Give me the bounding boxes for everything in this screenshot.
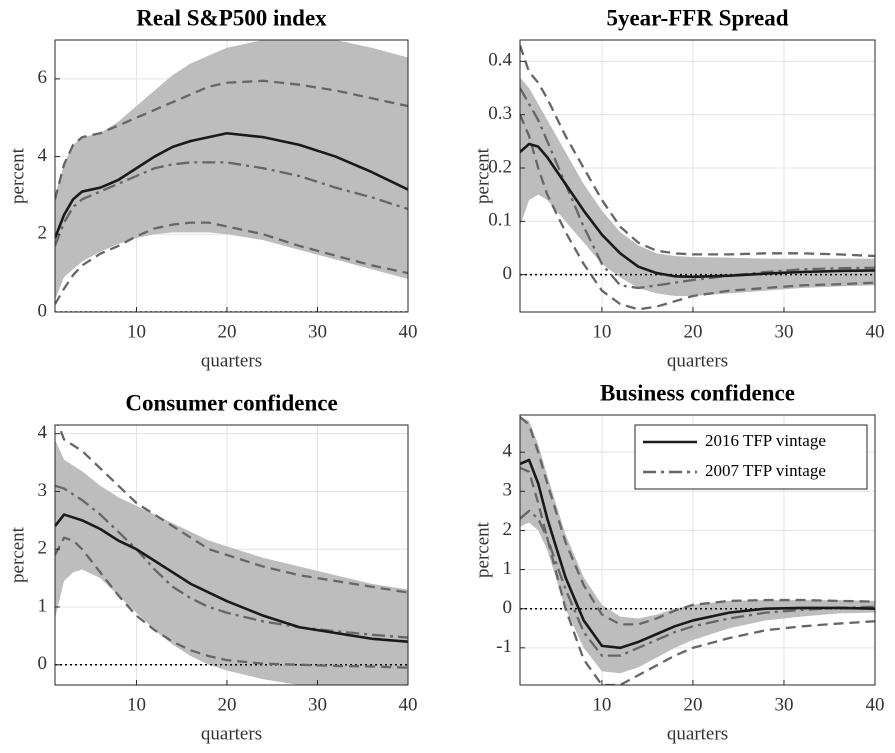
axes-box [519,414,876,686]
x-tick-label: 40 [399,321,418,342]
y-tick-label: 0.4 [488,50,512,71]
y-tick-label: 4 [503,441,513,462]
y-tick-label: -1 [496,636,512,657]
series-line [520,509,875,657]
y-tick-label: 2 [503,519,513,540]
axes-box [54,424,409,686]
x-axis-label: quarters [201,350,262,371]
confidence-band [520,77,875,296]
x-tick-label: 10 [127,694,146,715]
y-tick-label: 0 [38,653,48,674]
y-axis-label: percent [472,521,493,578]
x-tick-label: 20 [683,321,702,342]
series-line [57,425,408,594]
y-tick-label: 6 [38,67,48,88]
series-line [520,466,875,685]
legend-label: 2016 TFP vintage [705,431,826,450]
x-tick-label: 10 [592,321,611,342]
panel: 10 20 30 40 0 0.1 0.2 0.3 0.4 5year-FFR Spread qua… [472,5,884,371]
series-line [55,131,408,239]
y-tick-label: 0 [38,300,48,321]
plot-area [520,415,875,685]
plot-area [55,40,408,312]
axes-box [519,39,876,313]
y-tick-label: 0 [503,263,513,284]
y-tick-label: 3 [503,480,513,501]
legend-label: 2007 TFP vintage [705,461,826,480]
y-tick-label: 4 [38,422,48,443]
y-axis-label: percent [7,147,28,204]
x-axis-label: quarters [667,350,728,371]
x-tick-label: 30 [774,321,793,342]
x-tick-label: 40 [866,694,885,715]
y-tick-label: 1 [503,558,513,579]
chart-title: 5year-FFR Spread [606,5,788,30]
series-line [55,161,408,247]
x-tick-label: 10 [127,321,146,342]
chart-title: Real S&P500 index [136,5,327,30]
confidence-band [55,40,408,301]
series-line [55,536,408,669]
y-axis-label: percent [7,526,28,583]
panel: 10 20 30 40 0 2 4 6 Real S&P500 index quarters per… [7,5,417,371]
x-tick-label: 20 [217,321,236,342]
x-tick-label: 20 [683,694,702,715]
x-tick-label: 10 [592,694,611,715]
chart-title: Business confidence [600,380,795,405]
y-tick-label: 0.3 [488,103,512,124]
legend: 2016 TFP vintage 2007 TFP vintage [634,424,868,490]
panel: 10 20 30 40 -1 0 1 2 3 4 Business confidence quarte… [472,380,884,744]
series-line [520,458,875,650]
y-tick-label: 2 [38,538,48,559]
x-tick-label: 30 [774,694,793,715]
y-tick-label: 3 [38,480,48,501]
x-tick-label: 40 [399,694,418,715]
plot-area [55,425,408,685]
series-line [520,142,875,279]
series-line [55,484,408,639]
confidence-band [55,439,408,685]
y-tick-label: 0.1 [488,210,512,231]
x-axis-label: quarters [201,723,262,744]
series-line [520,44,875,258]
x-tick-label: 20 [217,694,236,715]
plot-area [520,40,875,312]
x-tick-label: 30 [308,321,327,342]
series-line [55,79,408,200]
legend-box [634,424,868,490]
series-line [55,513,408,643]
panel: 10 20 30 40 0 1 2 3 4 Consumer confidence quarters… [7,390,417,744]
y-tick-label: 4 [38,145,48,166]
axes-box [54,39,409,313]
y-tick-label: 1 [38,595,48,616]
series-line [520,87,875,290]
chart-title: Consumer confidence [125,390,337,415]
y-tick-label: 2 [38,223,48,244]
x-axis-label: quarters [667,723,728,744]
y-axis-label: percent [472,147,493,204]
x-tick-label: 30 [308,694,327,715]
y-tick-label: 0 [503,597,513,618]
series-line [55,221,408,305]
y-tick-label: 0.2 [488,156,512,177]
x-tick-label: 40 [866,321,885,342]
